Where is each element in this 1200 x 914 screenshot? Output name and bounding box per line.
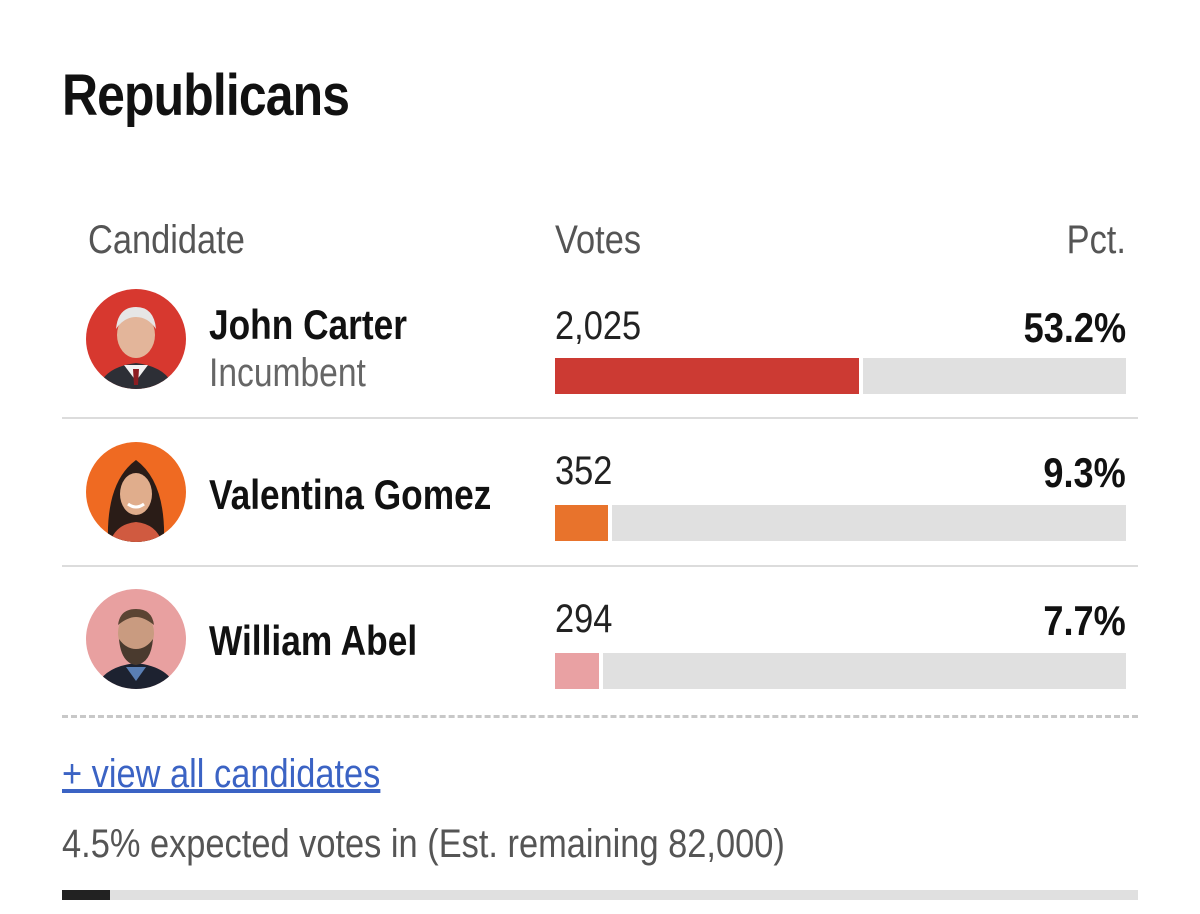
expected-votes-progress [62, 890, 1138, 900]
candidate-row: John Carter Incumbent 2,025 53.2% [62, 271, 1138, 419]
section-title: Republicans [62, 63, 350, 128]
row-divider [62, 417, 1138, 419]
votes-column-header: Votes [555, 218, 642, 262]
vote-bar-track [555, 358, 1126, 394]
candidate-pct: 7.7% [1043, 597, 1126, 644]
candidate-status: Incumbent [209, 351, 366, 395]
expected-votes-progress-fill [62, 890, 111, 900]
candidate-row: William Abel 294 7.7% [62, 567, 1138, 715]
candidate-pct: 53.2% [1023, 304, 1126, 351]
candidate-column-header: Candidate [88, 218, 245, 262]
candidate-avatar [86, 442, 186, 542]
candidate-avatar [86, 289, 186, 389]
dashed-divider [62, 715, 1138, 718]
row-divider [62, 565, 1138, 567]
candidate-name: William Abel [209, 617, 418, 664]
candidate-avatar [86, 589, 186, 689]
expected-votes-text: 4.5% expected votes in (Est. remaining 8… [62, 822, 785, 866]
candidate-pct: 9.3% [1043, 449, 1126, 496]
vote-bar-track [555, 653, 1126, 689]
candidate-votes: 352 [555, 449, 613, 493]
candidate-name: John Carter [209, 301, 408, 348]
view-all-candidates-link[interactable]: + view all candidates [62, 752, 381, 796]
candidate-name: Valentina Gomez [209, 471, 492, 518]
vote-bar-track [555, 505, 1126, 541]
candidate-votes: 294 [555, 597, 613, 641]
pct-column-header: Pct. [1066, 218, 1126, 262]
candidate-row: Valentina Gomez 352 9.3% [62, 419, 1138, 567]
vote-bar-fill [555, 653, 603, 689]
vote-bar-fill [555, 358, 863, 394]
vote-bar-fill [555, 505, 613, 541]
candidate-votes: 2,025 [555, 304, 642, 348]
